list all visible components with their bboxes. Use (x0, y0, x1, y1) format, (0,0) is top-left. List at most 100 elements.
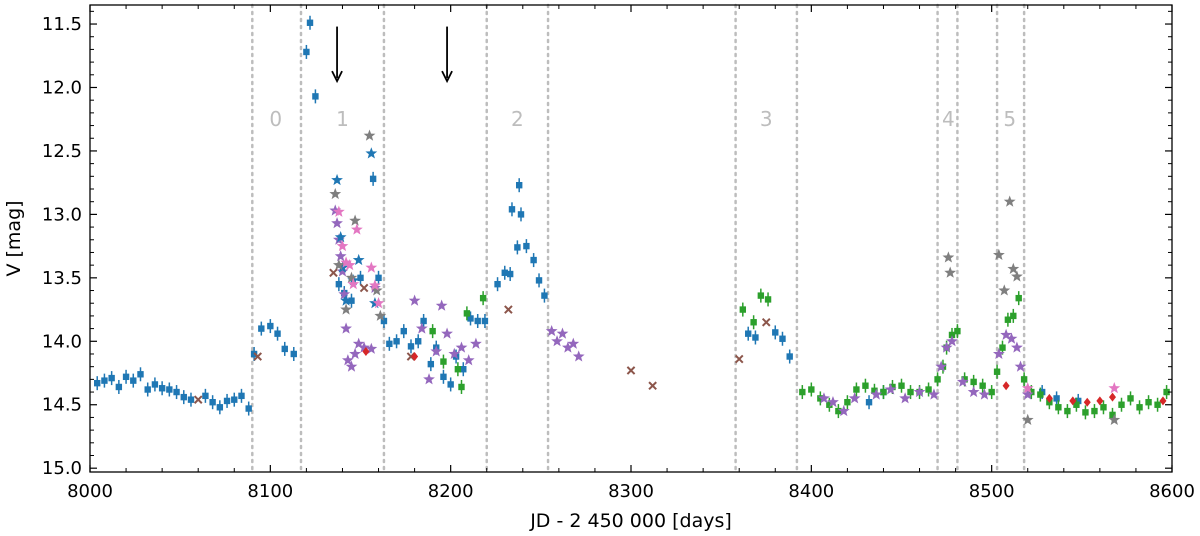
gray-stars-point (370, 284, 383, 296)
green-squares-point (898, 382, 905, 389)
blue-squares-point (151, 381, 159, 388)
purple-stars-point (1000, 328, 1012, 340)
green-squares-point (1163, 388, 1170, 396)
purple-stars-point (837, 404, 850, 417)
brown-crosses-point (359, 283, 369, 293)
green-squares-point (1154, 401, 1161, 408)
arrows (331, 26, 453, 84)
purple-stars-point (572, 350, 585, 362)
blue-squares-point (158, 385, 166, 392)
blue-squares-point (122, 373, 130, 381)
axis-ticks: 8000 8100 8200 8300 8400 8500 8600 11.5 12.0 12.5… (42, 5, 1195, 502)
green-squares-point (1028, 388, 1035, 396)
green-squares-point (1010, 312, 1017, 320)
purple-stars-point (462, 354, 475, 366)
blue-squares-point (508, 206, 516, 213)
green-squares-point (1064, 407, 1071, 415)
pink-stars-point (336, 239, 349, 252)
purple-stars-point (935, 360, 948, 372)
green-squares-point (463, 310, 471, 317)
blue-squares-point (460, 366, 467, 373)
gray-stars-point (944, 266, 957, 278)
blue-squares-point (541, 292, 548, 299)
blue-squares-point (517, 211, 525, 218)
x-tick-label: 8200 (428, 481, 474, 502)
purple-stars-point (448, 347, 461, 359)
y-tick-label: 11.5 (42, 14, 82, 35)
green-squares-point (1136, 404, 1143, 411)
blue-squares-point (369, 175, 377, 183)
green-squares-point (934, 376, 941, 383)
blue-squares-point (209, 399, 216, 406)
purple-stars-point (913, 385, 926, 398)
blue-squares-point (420, 317, 427, 325)
brown-crosses-point (648, 381, 657, 391)
purple-stars-point (928, 388, 940, 400)
blue-squares-point (427, 360, 435, 368)
blue-squares-point (187, 396, 195, 403)
gray-stars-point (363, 129, 376, 141)
blue-squares-point (115, 383, 123, 391)
blue-squares-point (144, 386, 151, 393)
y-tick-label: 14.0 (42, 331, 82, 352)
blue-squares-point (386, 340, 393, 348)
arrow-head (441, 70, 453, 84)
blue-stars-point (336, 261, 349, 273)
gray-stars-point (345, 271, 358, 283)
blue-stars-point (365, 147, 378, 159)
purple-stars-point (818, 392, 830, 404)
purple-stars-point (441, 327, 453, 339)
blue-squares-point (447, 381, 454, 388)
pink-stars-point (351, 223, 363, 235)
purple-stars-point (358, 341, 370, 353)
brown-crosses-point (329, 268, 338, 278)
blue-squares-point (173, 388, 180, 396)
blue-squares-point (745, 330, 752, 337)
red-diamonds-point (1069, 396, 1077, 406)
blue-stars-point (331, 173, 343, 186)
purple-stars-point (827, 396, 839, 408)
green-squares-point (458, 383, 465, 391)
green-squares-point (1073, 401, 1080, 408)
y-tick-label: 15.0 (42, 458, 82, 479)
purple-stars-point (338, 288, 351, 300)
green-squares-point (750, 319, 757, 326)
blue-squares-point (357, 274, 364, 282)
red-diamonds-point (1002, 381, 1010, 391)
blue-squares-point (530, 256, 537, 264)
blue-squares-point (786, 353, 793, 360)
purple-stars-point (567, 337, 580, 349)
purple-stars-point (423, 373, 435, 385)
brown-crosses-point (253, 352, 263, 361)
green-squares-point (826, 401, 833, 408)
blue-squares-point (407, 343, 415, 350)
purple-stars-point (345, 360, 358, 372)
segment-label: 2 (511, 107, 524, 131)
red-diamonds-point (1045, 393, 1053, 403)
green-squares-point (889, 383, 896, 391)
blue-squares-point (514, 244, 521, 251)
blue-squares-point (415, 338, 422, 345)
blue-squares-point (506, 270, 514, 278)
blue-squares-point (281, 345, 288, 353)
pink-stars-point (365, 261, 378, 273)
x-axis-title: JD - 2 450 000 [days] (529, 510, 732, 532)
green-squares-point (479, 294, 487, 302)
blue-squares-point (335, 280, 343, 288)
purple-stars-point (352, 337, 365, 349)
blue-squares-point (474, 317, 481, 325)
purple-stars-point (341, 354, 354, 366)
purple-stars-point (1014, 360, 1027, 372)
green-squares-point (993, 368, 1001, 375)
purple-stars-point (978, 388, 991, 400)
blue-squares-point (380, 317, 388, 325)
purple-stars-point (1021, 388, 1034, 400)
green-squares-point (1055, 404, 1062, 411)
gray-stars-point (998, 284, 1011, 296)
pink-stars-point (343, 258, 356, 271)
blue-squares-point (865, 399, 873, 406)
gray-stars-point (329, 187, 342, 200)
y-tick-label: 12.0 (42, 77, 82, 98)
brown-crosses-point (734, 354, 744, 364)
